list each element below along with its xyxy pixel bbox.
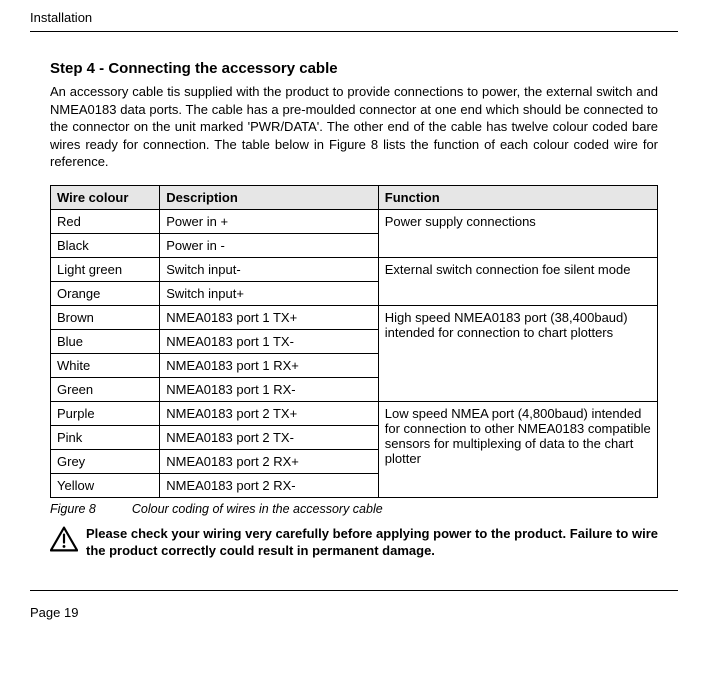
- cell-wire: Grey: [51, 449, 160, 473]
- cell-wire: Pink: [51, 425, 160, 449]
- page-number: Page 19: [30, 590, 678, 620]
- cell-wire: Green: [51, 377, 160, 401]
- cell-wire: White: [51, 353, 160, 377]
- step-body: An accessory cable tis supplied with the…: [50, 83, 658, 171]
- cell-desc: NMEA0183 port 1 RX-: [160, 377, 379, 401]
- cell-wire: Purple: [51, 401, 160, 425]
- table-row: Light green Switch input- External switc…: [51, 257, 658, 281]
- cell-func: Power supply connections: [378, 209, 657, 257]
- step-title: Step 4 - Connecting the accessory cable: [50, 60, 658, 77]
- cell-wire: Yellow: [51, 473, 160, 497]
- warning-text: Please check your wiring very carefully …: [86, 526, 658, 560]
- figure-number: Figure 8: [50, 502, 96, 516]
- table-row: Brown NMEA0183 port 1 TX+ High speed NME…: [51, 305, 658, 329]
- warning-icon: [50, 526, 78, 552]
- cell-desc: Switch input-: [160, 257, 379, 281]
- cell-desc: NMEA0183 port 2 TX-: [160, 425, 379, 449]
- cell-func: External switch connection foe silent mo…: [378, 257, 657, 305]
- table-row: Purple NMEA0183 port 2 TX+ Low speed NME…: [51, 401, 658, 425]
- warning-block: Please check your wiring very carefully …: [50, 526, 658, 560]
- cell-desc: NMEA0183 port 2 RX-: [160, 473, 379, 497]
- cell-wire: Black: [51, 233, 160, 257]
- cell-wire: Brown: [51, 305, 160, 329]
- cell-func: Low speed NMEA port (4,800baud) intended…: [378, 401, 657, 497]
- cell-desc: Power in -: [160, 233, 379, 257]
- cell-desc: NMEA0183 port 2 TX+: [160, 401, 379, 425]
- figure-caption: Figure 8 Colour coding of wires in the ac…: [50, 502, 658, 516]
- cell-desc: NMEA0183 port 1 TX-: [160, 329, 379, 353]
- cell-desc: NMEA0183 port 1 TX+: [160, 305, 379, 329]
- cell-desc: Power in +: [160, 209, 379, 233]
- cell-func: High speed NMEA0183 port (38,400baud) in…: [378, 305, 657, 401]
- table-row: Red Power in + Power supply connections: [51, 209, 658, 233]
- cell-wire: Light green: [51, 257, 160, 281]
- cell-desc: NMEA0183 port 2 RX+: [160, 449, 379, 473]
- cell-wire: Blue: [51, 329, 160, 353]
- wire-table: Wire colour Description Function Red Pow…: [50, 185, 658, 498]
- cell-desc: NMEA0183 port 1 RX+: [160, 353, 379, 377]
- th-wire: Wire colour: [51, 185, 160, 209]
- cell-wire: Orange: [51, 281, 160, 305]
- th-desc: Description: [160, 185, 379, 209]
- th-func: Function: [378, 185, 657, 209]
- cell-wire: Red: [51, 209, 160, 233]
- header-title: Installation: [30, 10, 678, 32]
- cell-desc: Switch input+: [160, 281, 379, 305]
- figure-text: Colour coding of wires in the accessory …: [132, 502, 383, 516]
